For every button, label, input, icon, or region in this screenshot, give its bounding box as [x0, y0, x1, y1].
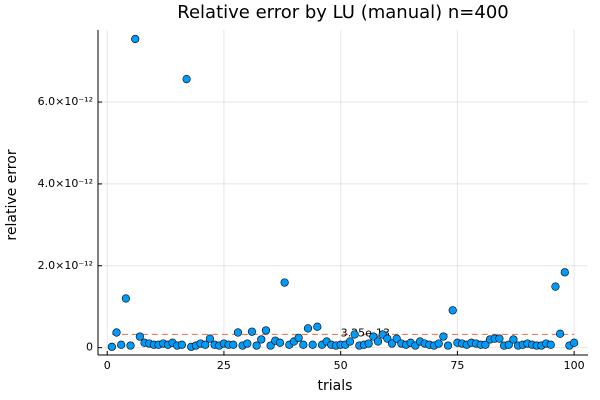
point [201, 340, 210, 349]
point [443, 341, 453, 350]
point [247, 327, 257, 336]
point [313, 322, 322, 331]
point [126, 341, 135, 350]
x-tick-label: 0 [104, 359, 111, 372]
point [121, 294, 130, 303]
point [280, 278, 289, 287]
point [551, 282, 560, 291]
x-tick-label: 25 [217, 359, 231, 372]
point [117, 340, 126, 349]
x-tick-label: 100 [564, 359, 585, 372]
point [257, 335, 266, 344]
point [107, 342, 116, 351]
point [303, 324, 313, 333]
y-tick-label: 0 [86, 341, 93, 354]
point [364, 339, 373, 348]
point [135, 332, 144, 341]
point [504, 340, 513, 349]
point [448, 306, 457, 315]
x-axis-label: trials [318, 378, 353, 394]
point [261, 326, 271, 335]
point [345, 337, 355, 346]
point [229, 340, 238, 349]
point [556, 329, 565, 338]
point [205, 334, 215, 343]
point [294, 333, 303, 342]
y-tick-label: 4.0×10⁻¹² [38, 177, 93, 190]
point [560, 268, 569, 277]
point [439, 332, 448, 341]
point [131, 34, 140, 44]
point [570, 338, 579, 347]
point [299, 340, 308, 349]
x-tick-label: 75 [450, 359, 464, 372]
point [182, 75, 191, 84]
point [233, 328, 243, 337]
point [177, 340, 187, 349]
point [434, 339, 443, 348]
point [495, 334, 504, 343]
y-tick-label: 2.0×10⁻¹² [38, 259, 93, 272]
x-tick-label: 50 [334, 359, 348, 372]
point [112, 328, 121, 337]
point [275, 338, 285, 347]
point [252, 341, 261, 350]
point [308, 340, 317, 349]
point [373, 337, 383, 346]
point [481, 340, 490, 349]
y-tick-label: 6.0×10⁻¹² [38, 95, 93, 108]
point [509, 335, 518, 344]
y-axis-label: relative error [4, 149, 20, 240]
point [350, 330, 359, 339]
chart-title: Relative error by LU (manual) n=400 [177, 2, 508, 23]
point [243, 339, 252, 348]
point [546, 340, 555, 349]
